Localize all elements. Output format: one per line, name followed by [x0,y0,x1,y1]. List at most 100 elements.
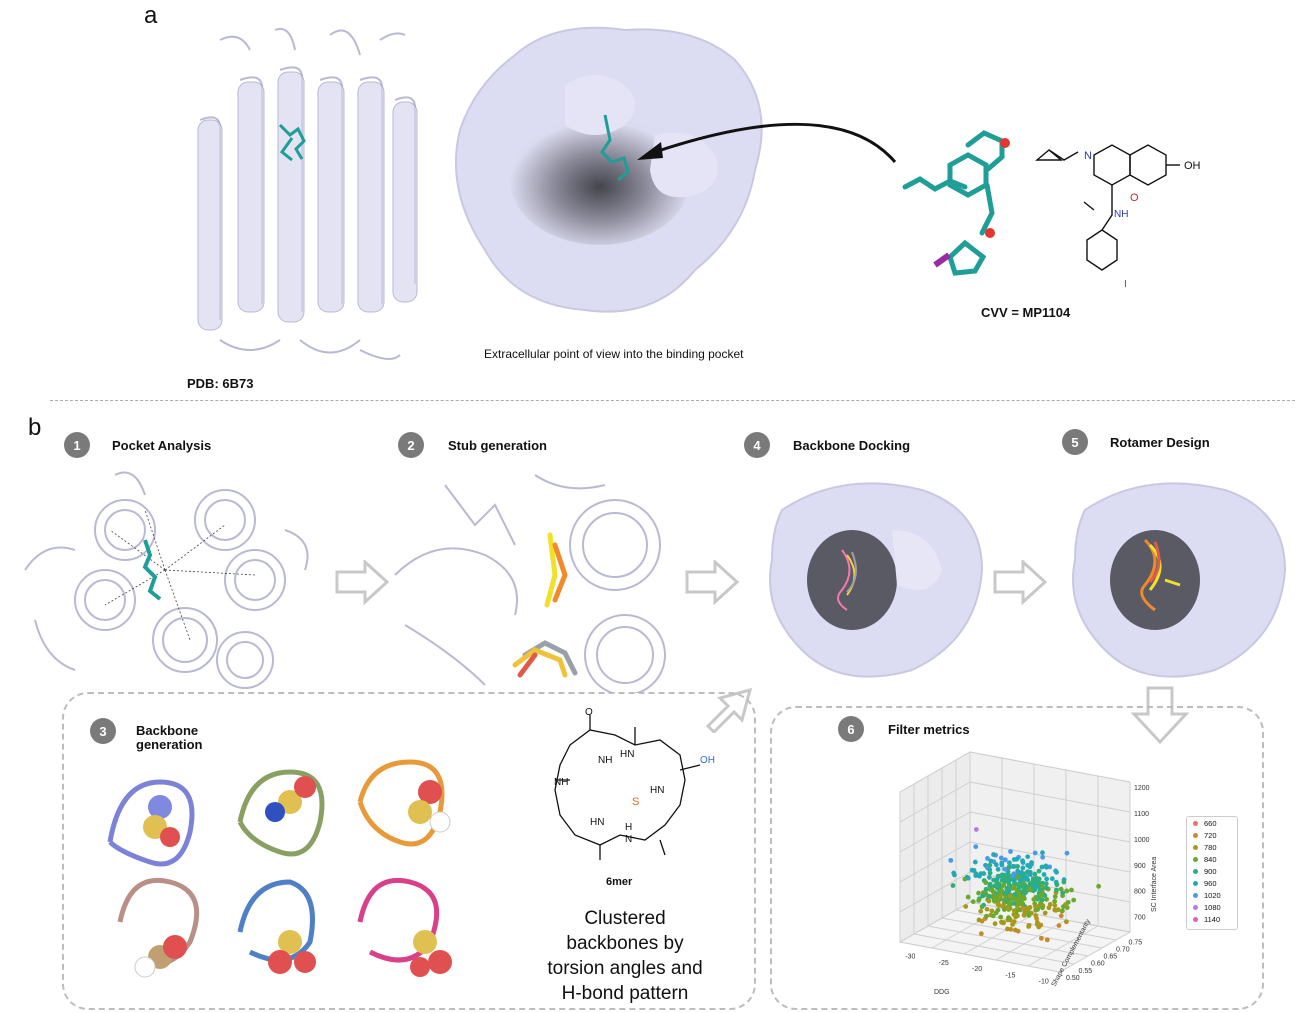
scatter-point [976,917,982,923]
scatter-point [1021,912,1027,918]
scatter-point [1061,879,1067,885]
scatter-point [993,862,999,868]
scatter-point [1000,875,1006,881]
grid-line [1027,925,1099,967]
scatter-point [1034,920,1040,925]
grid-line [899,841,971,883]
scatter-point [1024,906,1030,912]
scatter-point [1065,899,1071,905]
grid-line [969,781,1131,813]
legend-entry: 1140 [1193,914,1237,925]
scatter-point [978,908,984,914]
legend-label: 780 [1204,843,1217,852]
scatter-point [1026,887,1032,892]
grid-line [899,811,971,853]
scatter-point [1006,872,1011,878]
scatter-point [1002,857,1008,863]
step-3-label: Backbone generation [136,723,203,752]
pdb-label: PDB: 6B73 [187,376,254,391]
grid-line [969,901,1131,933]
scatter-point [1033,913,1039,918]
clustered-text: Clustered backbones by torsion angles an… [520,906,730,1006]
scatter-point [1011,908,1017,914]
legend-swatch [1193,845,1198,850]
scatter-point [1030,879,1036,885]
chem-oh: OH [1184,160,1201,172]
scatter-point [992,921,998,927]
y-tick-label: 0.75 [1129,939,1143,946]
macro-hn-2: HN [650,785,664,796]
scatter-point [970,899,976,905]
macro-nh-2: NH [554,777,568,788]
x-tick-label: -25 [939,960,949,967]
grid-line [899,751,971,793]
scatter-point [995,885,1000,891]
y-tick-label: 0.60 [1091,961,1105,968]
scatter-point [981,892,987,898]
scatter-point [987,881,993,887]
scatter-point [948,857,954,863]
scatter-point [1027,869,1033,875]
scatter-point [983,886,989,892]
grid-line [927,925,1089,957]
grid-line [941,917,1103,949]
step-5-label: Rotamer Design [1110,435,1210,450]
scatter-point [1016,890,1022,896]
macrocycle-structure: O NH HN NH HN S OH HN H N [554,707,715,860]
scatter-point [990,913,996,919]
scatter-point [1001,920,1007,925]
x-tick-label: -15 [1005,972,1015,979]
legend-swatch [1193,821,1198,826]
macro-s: S [632,796,639,808]
filter-metrics-box [770,706,1264,1010]
scatter-point [1004,890,1010,896]
flow-arrow-1-2 [335,560,390,605]
scatter-point [1010,922,1015,927]
macrocycle-name: 6mer [606,876,633,888]
scatter-point [1010,864,1016,869]
pocket-arrow [637,122,897,163]
scatter-point [1001,907,1007,912]
scatter-point [991,890,997,895]
scatter-point [1027,864,1033,870]
scatter-point [991,852,996,857]
scatter-point [1058,913,1064,919]
scatter-point [1043,881,1049,887]
scatter-point [1020,865,1026,871]
chem-n: N [1084,150,1092,162]
legend-label: 1140 [1204,915,1221,924]
scatter-point [986,898,992,904]
macro-nh-1: NH [598,755,612,766]
scatter-point [1006,882,1012,888]
scatter-point [1011,871,1017,877]
step-1-label: Pocket Analysis [112,438,212,453]
panel-a-letter: a [144,2,158,29]
scatter-point [1012,892,1017,897]
scatter-point [1002,866,1008,872]
legend-swatch [1193,917,1198,922]
scatter-point [1033,894,1039,900]
scatter-point [984,906,990,912]
macro-hn-3: HN [590,817,604,828]
scatter-point [999,862,1005,868]
clustered-line-2: backbones by [566,933,684,954]
x-tick-label: -30 [905,954,915,961]
legend-entry: 720 [1193,830,1237,841]
scatter-point [1049,876,1055,882]
scatter-point [1020,905,1026,911]
scatter-point [1033,903,1038,909]
clustered-line-4: H-bond pattern [561,983,689,1004]
legend-label: 840 [1204,855,1217,864]
macro-h: H [625,822,632,833]
grid-line [969,841,1131,873]
backbone-structures [107,759,452,978]
chem-o: O [1130,192,1139,204]
scatter-point [1024,876,1030,882]
step-2-badge: 2 [398,432,424,458]
z-tick-label: 1200 [1134,785,1150,792]
flow-arrow-4-5 [993,560,1048,605]
ligand-caption: CVV = MP1104 [981,305,1071,320]
clustered-line-3: torsion angles and [547,958,703,979]
legend-swatch [1193,881,1198,886]
scatter-point [986,875,992,880]
